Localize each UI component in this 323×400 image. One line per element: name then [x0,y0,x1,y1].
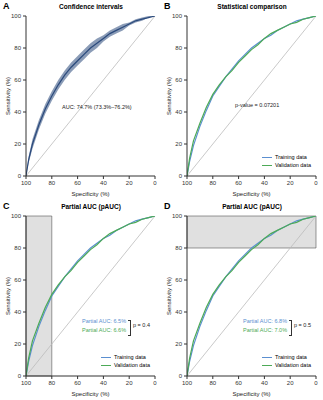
html-text:C: C [3,201,10,211]
svg-text:Specificity (%): Specificity (%) [232,391,270,397]
svg-text:Sensitivity (%): Sensitivity (%) [8,277,11,315]
html-text:Validation data: Validation data [275,162,311,168]
svg-text:80: 80 [48,380,55,386]
svg-text:100: 100 [182,380,193,386]
html-text:Partial AUC: 6.8%: Partial AUC: 6.8% [243,318,287,324]
svg-text:60: 60 [14,77,21,83]
svg-text:40: 40 [175,109,182,115]
html-text:Statistical comparison: Statistical comparison [217,3,287,10]
svg-text:60: 60 [175,77,182,83]
svg-text:20: 20 [14,341,21,347]
svg-text:80: 80 [209,380,216,386]
svg-text:40: 40 [14,109,21,115]
svg-text:40: 40 [100,380,107,386]
svg-text:60: 60 [235,380,242,386]
svg-text:60: 60 [74,380,81,386]
svg-text:80: 80 [175,45,182,51]
html-text:Partial AUC: 6.5%: Partial AUC: 6.5% [82,318,126,324]
svg-text:20: 20 [287,180,294,186]
svg-text:0: 0 [179,173,183,179]
svg-text:100: 100 [172,213,183,219]
svg-text:80: 80 [14,245,21,251]
html-text:Partial AUC (pAUC): Partial AUC (pAUC) [222,203,282,210]
svg-text:0: 0 [18,373,22,379]
html-text:Confidence intervals: Confidence intervals [59,3,123,10]
svg-text:100: 100 [172,13,183,19]
svg-text:100: 100 [21,380,32,386]
svg-text:Specificity (%): Specificity (%) [232,191,270,197]
svg-text:20: 20 [126,380,133,386]
svg-text:20: 20 [175,341,182,347]
svg-text:60: 60 [14,277,21,283]
svg-text:40: 40 [261,180,268,186]
svg-text:0: 0 [153,180,157,186]
svg-text:40: 40 [14,309,21,315]
svg-text:Sensitivity (%): Sensitivity (%) [166,277,172,315]
svg-text:0: 0 [153,380,157,386]
svg-text:20: 20 [287,380,294,386]
svg-text:100: 100 [182,180,193,186]
svg-text:100: 100 [21,180,32,186]
svg-text:40: 40 [261,380,268,386]
svg-text:20: 20 [126,180,133,186]
html-text:Partial AUC (pAUC): Partial AUC (pAUC) [61,203,121,210]
svg-text:60: 60 [175,277,182,283]
svg-text:60: 60 [74,180,81,186]
svg-text:Specificity (%): Specificity (%) [71,391,109,397]
svg-text:80: 80 [48,180,55,186]
html-text:p-value = 0.07201: p-value = 0.07201 [235,102,280,108]
html-text:AUC: 74.7% (73.3%–76.2%): AUC: 74.7% (73.3%–76.2%) [62,104,132,110]
svg-text:Sensitivity (%): Sensitivity (%) [8,77,11,115]
svg-text:Sensitivity (%): Sensitivity (%) [166,77,172,115]
html-text:Validation data: Validation data [114,362,150,368]
html-text:Training data: Training data [275,354,307,360]
svg-text:80: 80 [14,45,21,51]
svg-text:40: 40 [175,309,182,315]
svg-text:60: 60 [235,180,242,186]
html-text:p = 0.4: p = 0.4 [133,322,150,328]
svg-text:20: 20 [175,141,182,147]
svg-text:80: 80 [175,245,182,251]
svg-text:20: 20 [14,141,21,147]
svg-text:Specificity (%): Specificity (%) [71,191,109,197]
html-text:D: D [164,201,171,211]
html-text:Partial AUC: 7.0%: Partial AUC: 7.0% [243,327,287,333]
html-text:A: A [3,1,10,11]
html-text:Training data: Training data [114,354,146,360]
svg-text:0: 0 [18,173,22,179]
html-text:Partial AUC: 6.6%: Partial AUC: 6.6% [82,327,126,333]
svg-text:80: 80 [209,180,216,186]
svg-text:40: 40 [100,180,107,186]
svg-text:0: 0 [179,373,183,379]
svg-text:100: 100 [11,13,22,19]
svg-text:0: 0 [314,180,315,186]
html-text:Training data: Training data [275,154,307,160]
svg-text:100: 100 [11,213,22,219]
html-text:p = 0.5: p = 0.5 [294,322,311,328]
html-text:B: B [164,1,171,11]
svg-text:0: 0 [314,380,315,386]
html-text:Validation data: Validation data [275,362,311,368]
